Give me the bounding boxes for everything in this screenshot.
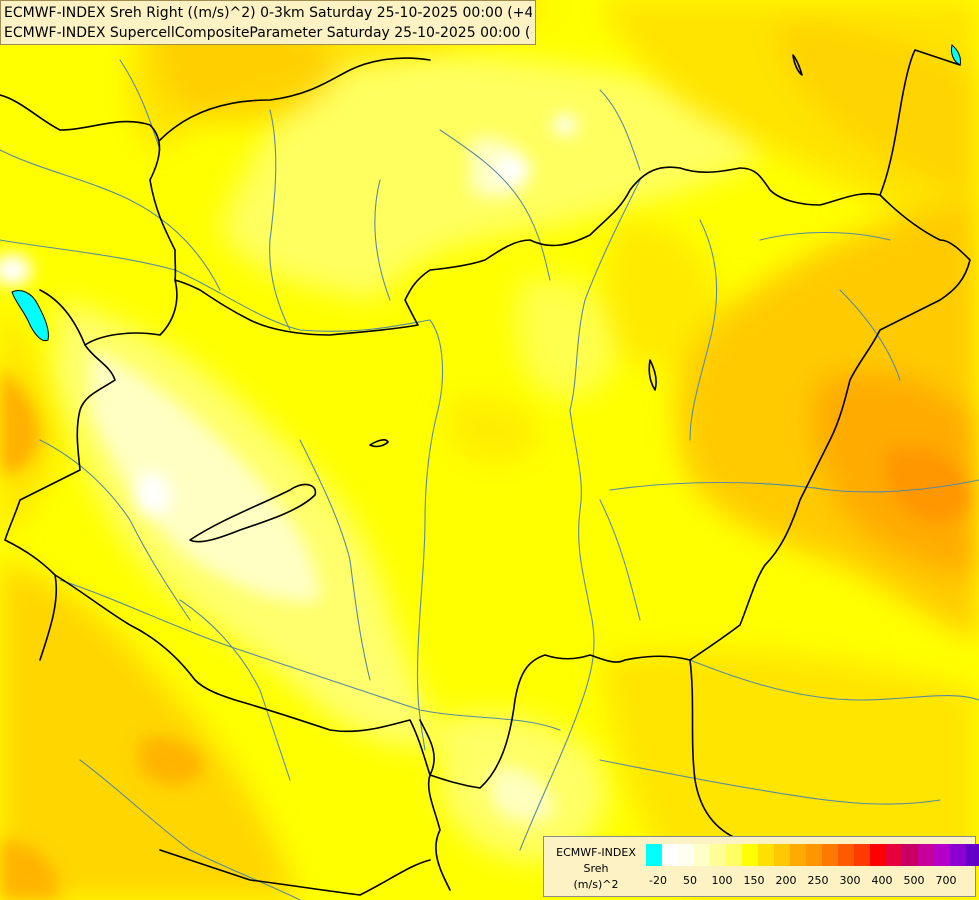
legend-ticks: -20 50 100 150 200 250 300 400 500 700 (646, 873, 966, 889)
field-gold-center (450, 397, 540, 463)
legend-label-unit: (m/s)^2 (573, 878, 619, 891)
legend-swatch-1 (662, 844, 678, 866)
legend-swatch-17 (918, 844, 934, 866)
legend-tick-6: 300 (839, 874, 861, 887)
legend-tick-8: 500 (903, 874, 925, 887)
legend-swatches (646, 844, 979, 866)
river-east-1 (609, 479, 979, 493)
legend-swatch-18 (934, 844, 950, 866)
legend-tick-0: -20 (649, 874, 667, 887)
border-ukraine (879, 49, 961, 196)
field-white-2 (494, 156, 530, 184)
field-amber-northeast (777, 20, 979, 200)
legend-swatch-8 (774, 844, 790, 866)
legend-swatch-20 (966, 844, 979, 866)
field-deep-orange-east (885, 447, 970, 523)
river-zala (179, 599, 291, 781)
river-northeast-2 (759, 231, 891, 241)
river-east-2 (599, 499, 641, 621)
field-orange-west (0, 370, 40, 474)
river-north-3 (439, 129, 551, 281)
legend-swatch-16 (902, 844, 918, 866)
river-north-2 (374, 179, 391, 301)
legend-swatch-13 (854, 844, 870, 866)
legend-tick-4: 200 (775, 874, 797, 887)
river-southwest (79, 759, 301, 900)
border-serbia (419, 659, 741, 891)
field-light-center (516, 277, 620, 400)
legend-tick-2: 100 (711, 874, 733, 887)
field-orange-southwest (140, 736, 205, 785)
river-northwest (0, 149, 221, 291)
legend-swatch-4 (710, 844, 726, 866)
border-hungary (4, 166, 971, 789)
legend-swatch-9 (790, 844, 806, 866)
river-north-1 (269, 109, 291, 331)
legend-swatch-11 (822, 844, 838, 866)
legend-tick-5: 250 (807, 874, 829, 887)
legend-swatch-19 (950, 844, 966, 866)
border-croatia-south (159, 849, 431, 896)
border-islet-2 (792, 54, 803, 76)
legend-swatch-3 (694, 844, 710, 866)
field-amber-southwest (0, 560, 300, 900)
legend-swatch-14 (870, 844, 886, 866)
river-southeast (689, 659, 979, 701)
legend-tick-9: 700 (935, 874, 957, 887)
field-pale-west (90, 350, 320, 602)
river-south (599, 759, 941, 805)
river-north-5 (599, 89, 641, 171)
lake-northeast (951, 44, 961, 66)
border-austria (39, 289, 86, 346)
field-white-1 (134, 473, 170, 517)
color-legend: ECMWF-INDEX Sreh (m/s)^2 -20 50 100 150 200 2… (543, 836, 979, 897)
legend-swatch-0 (646, 844, 662, 866)
border-islet-3 (648, 359, 657, 391)
field-gold-center-east (606, 220, 720, 368)
river-north-4 (119, 59, 161, 151)
legend-swatch-2 (678, 844, 694, 866)
river-drava (59, 579, 561, 731)
border-slovakia (0, 57, 431, 281)
legend-swatch-12 (838, 844, 854, 866)
legend-label-variable: Sreh (583, 862, 609, 875)
border-lake-balaton (189, 483, 317, 543)
river-west (39, 439, 191, 621)
border-islet-1 (369, 439, 389, 448)
legend-label: ECMWF-INDEX Sreh (m/s)^2 (548, 845, 644, 893)
legend-label-source: ECMWF-INDEX (556, 846, 636, 859)
field-white-3 (553, 115, 577, 135)
legend-tick-7: 400 (871, 874, 893, 887)
title-line-sreh: ECMWF-INDEX Sreh Right ((m/s)^2) 0-3km S… (4, 5, 532, 21)
border-croatia-west (39, 574, 58, 661)
legend-swatch-7 (758, 844, 774, 866)
title-line-supercell: ECMWF-INDEX SupercellCompositeParameter … (4, 25, 532, 41)
field-pale-south (490, 767, 555, 823)
legend-swatch-10 (806, 844, 822, 866)
river-northeast-1 (689, 219, 718, 441)
field-orange-south (0, 840, 60, 900)
legend-swatch-15 (886, 844, 902, 866)
legend-tick-1: 50 (683, 874, 697, 887)
legend-tick-3: 150 (743, 874, 765, 887)
legend-swatch-5 (726, 844, 742, 866)
lake-neusiedl (11, 290, 49, 342)
river-center-west (299, 439, 371, 681)
legend-swatch-6 (742, 844, 758, 866)
map-title-box: ECMWF-INDEX Sreh Right ((m/s)^2) 0-3km S… (0, 0, 536, 45)
river-tisza (519, 179, 641, 851)
field-white-4 (0, 254, 32, 286)
